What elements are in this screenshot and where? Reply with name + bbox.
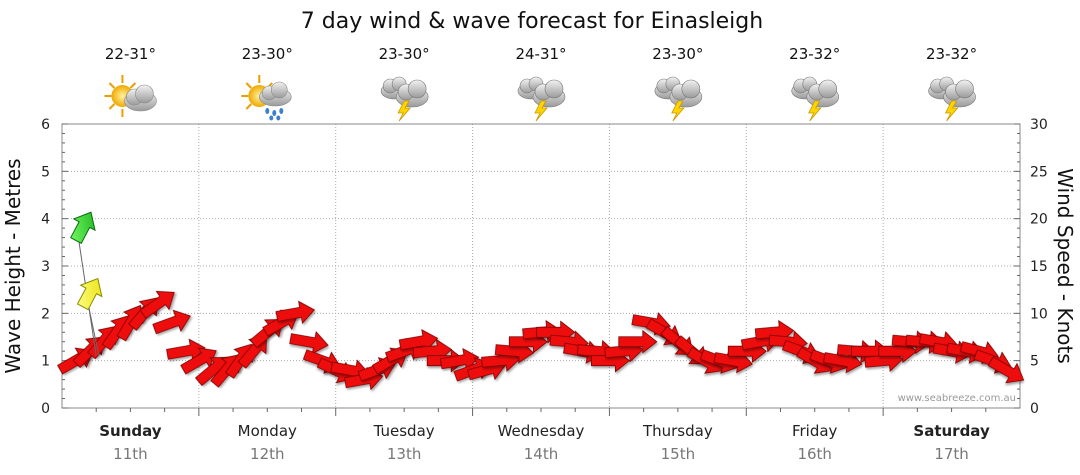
day-temperature: 23-32° xyxy=(926,45,977,63)
day-name: Thursday xyxy=(642,422,713,440)
day-name: Monday xyxy=(238,422,297,440)
thunderstorm-icon xyxy=(517,76,566,122)
y-tick-label: 0 xyxy=(41,401,50,417)
wind-arrow xyxy=(166,338,206,362)
y-axis-label: Wave Height - Metres xyxy=(1,158,25,373)
thunderstorm-icon xyxy=(654,76,703,122)
day-name: Saturday xyxy=(913,422,990,440)
y-tick-label: 6 xyxy=(41,117,50,133)
y2-tick-label: 15 xyxy=(1030,259,1048,275)
thunderstorm-icon xyxy=(380,76,429,122)
y2-tick-label: 10 xyxy=(1030,306,1048,322)
y-tick-label: 5 xyxy=(41,164,50,180)
y2-axis-label: Wind Speed - Knots xyxy=(1053,168,1077,364)
day-date: 15th xyxy=(661,445,695,463)
y2-tick-label: 30 xyxy=(1030,117,1048,133)
day-date: 13th xyxy=(387,445,421,463)
y-tick-label: 2 xyxy=(41,306,50,322)
partly-cloudy-icon xyxy=(103,73,158,119)
day-temperature: 24-31° xyxy=(515,45,566,63)
day-name: Wednesday xyxy=(498,422,585,440)
watermark: www.seabreeze.com.au xyxy=(898,393,1016,404)
day-date: 12th xyxy=(250,445,284,463)
wind-arrow xyxy=(289,331,329,355)
y2-tick-label: 20 xyxy=(1030,212,1048,228)
wind-arrow xyxy=(152,309,191,335)
wind-arrow xyxy=(987,356,1025,384)
day-temperature: 23-30° xyxy=(652,45,703,63)
wave-arrow-yellow xyxy=(76,277,103,311)
thunderstorm-icon xyxy=(791,76,840,122)
wind-arrow xyxy=(139,290,175,319)
day-date: 11th xyxy=(113,445,147,463)
y2-tick-label: 25 xyxy=(1030,164,1048,180)
day-date: 17th xyxy=(934,445,968,463)
wind-arrow xyxy=(618,329,658,354)
y-tick-label: 1 xyxy=(41,354,50,370)
partly-cloudy-showers-icon xyxy=(240,73,293,122)
day-name: Friday xyxy=(792,422,838,440)
wave-connector-line xyxy=(86,300,100,357)
day-temperature: 23-30° xyxy=(242,45,293,63)
day-temperature: 23-32° xyxy=(789,45,840,63)
day-name: Sunday xyxy=(99,422,162,440)
y-tick-label: 4 xyxy=(41,212,50,228)
day-name: Tuesday xyxy=(373,422,435,440)
thunderstorm-icon xyxy=(928,76,976,122)
day-date: 14th xyxy=(524,445,558,463)
y2-tick-label: 5 xyxy=(1030,354,1039,370)
y2-tick-label: 0 xyxy=(1030,401,1039,417)
day-temperature: 23-30° xyxy=(379,45,430,63)
wave-arrow-green xyxy=(69,211,96,244)
day-temperature: 22-31° xyxy=(105,45,156,63)
y-tick-label: 3 xyxy=(41,259,50,275)
chart-title: 7 day wind & wave forecast for Einasleig… xyxy=(301,9,763,34)
wind-arrow xyxy=(275,300,315,325)
day-date: 16th xyxy=(797,445,831,463)
wind-arrow xyxy=(439,348,480,372)
